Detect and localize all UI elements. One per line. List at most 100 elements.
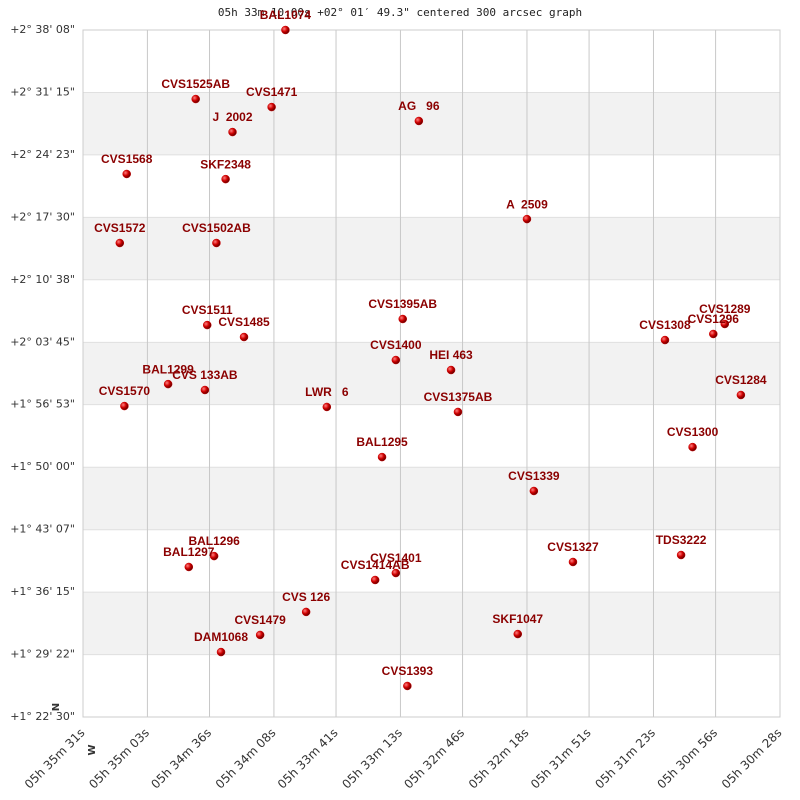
star — [676, 550, 686, 560]
chart-title: 05h 33m 10.00s +02° 01′ 49.3" centered 3… — [218, 6, 582, 19]
band — [83, 467, 780, 530]
star-label: LWR 6 — [305, 385, 349, 399]
star-label: CVS1401 — [370, 551, 422, 565]
x-tick-label: 05h 35m 31s — [22, 726, 88, 792]
y-tick-label: +2° 24' 23" — [10, 148, 75, 161]
x-tick-label: 05h 34m 08s — [213, 726, 279, 792]
x-tick-label: 05h 30m 28s — [719, 726, 785, 792]
y-tick-label: +2° 17' 30" — [10, 210, 75, 223]
star — [370, 575, 380, 585]
x-tick-label: 05h 33m 41s — [275, 726, 341, 792]
star-label: CVS1393 — [382, 664, 434, 678]
star-label: CVS1339 — [508, 469, 560, 483]
x-tick-label: 05h 31m 23s — [592, 726, 658, 792]
star — [736, 390, 746, 400]
plot-frame — [82, 29, 781, 718]
star-label: CVS1572 — [94, 221, 146, 235]
star — [255, 630, 265, 640]
y-tick-label: +2° 31' 15" — [10, 86, 75, 99]
x-tick-label: 05h 33m 13s — [339, 726, 405, 792]
star — [403, 681, 412, 691]
star — [529, 486, 539, 496]
band — [83, 342, 780, 405]
star-label: CVS 126 — [282, 590, 330, 604]
x-tick-label: 05h 34m 36s — [148, 726, 214, 792]
star — [377, 452, 387, 462]
star-label: BAL1295 — [356, 435, 408, 449]
west-label: W — [87, 744, 98, 755]
star — [513, 629, 523, 639]
star — [120, 401, 129, 411]
y-tick-label: +2° 03' 45" — [10, 335, 75, 348]
star-label: CVS1511 — [182, 303, 233, 317]
x-tick-label: 05h 32m 46s — [401, 726, 467, 792]
star-label: CVS1568 — [101, 152, 153, 166]
star — [122, 169, 131, 179]
star-label: BAL1297 — [163, 545, 215, 559]
star-label: A 2509 — [506, 197, 548, 211]
band — [83, 217, 780, 280]
band — [83, 92, 780, 155]
star — [191, 94, 200, 104]
star — [221, 174, 230, 184]
star — [391, 568, 401, 578]
y-tick-label: +1° 50' 00" — [10, 460, 75, 473]
y-tick-label: +1° 29' 22" — [10, 648, 75, 661]
star-label: CVS1485 — [218, 315, 270, 329]
y-tick-label: +1° 56' 53" — [10, 398, 75, 411]
star — [163, 379, 173, 389]
star-label: BAL1299 — [142, 362, 194, 376]
star-label: CVS1479 — [234, 613, 286, 627]
star — [709, 329, 718, 339]
star-label: AG 96 — [398, 99, 440, 113]
star — [453, 407, 463, 417]
star — [398, 314, 407, 324]
star — [202, 320, 212, 330]
star — [281, 25, 290, 35]
y-tick-label: +1° 22' 30" — [10, 710, 75, 723]
star-label: CVS1471 — [246, 85, 298, 99]
star-label: CVS1414AB — [341, 558, 410, 572]
star — [212, 238, 221, 248]
star — [301, 607, 311, 617]
star-label: CVS 133AB — [172, 368, 238, 382]
star — [209, 551, 219, 561]
star-label: CVS1284 — [715, 373, 767, 387]
star-label: CVS1525AB — [161, 77, 230, 91]
north-label: N — [51, 703, 62, 711]
star-label: CVS1289 — [699, 302, 751, 316]
star — [522, 214, 532, 224]
star — [228, 127, 237, 137]
star-label: CVS1400 — [370, 338, 422, 352]
star — [720, 319, 730, 329]
star — [267, 102, 276, 112]
x-tick-label: 05h 35m 03s — [86, 726, 152, 792]
star — [688, 442, 697, 452]
x-tick-label: 05h 30m 56s — [654, 726, 720, 792]
star-label: CVS1375AB — [424, 390, 493, 404]
star — [239, 332, 249, 342]
star-label: SKF2348 — [200, 157, 251, 171]
star-label: CVS1327 — [547, 540, 599, 554]
star — [391, 355, 401, 365]
x-tick-label: 05h 31m 51s — [528, 726, 594, 792]
star — [216, 647, 226, 657]
star — [446, 365, 456, 375]
star-label: CVS1296 — [688, 312, 740, 326]
star-label: HEI 463 — [429, 348, 473, 362]
star-label: DAM1068 — [194, 630, 248, 644]
star-label: CVS1395AB — [368, 297, 437, 311]
star-label: SKF1047 — [492, 612, 543, 626]
star-label: CVS1300 — [667, 425, 719, 439]
star — [200, 385, 210, 395]
star — [660, 335, 670, 345]
star-label: TDS3222 — [656, 533, 707, 547]
star-label: BAL1074 — [260, 8, 312, 22]
y-tick-label: +2° 38' 08" — [10, 23, 75, 36]
star-label: CVS1570 — [99, 384, 151, 398]
star — [568, 557, 578, 567]
star — [184, 562, 194, 572]
y-tick-label: +1° 43' 07" — [10, 523, 75, 536]
star — [414, 116, 424, 126]
